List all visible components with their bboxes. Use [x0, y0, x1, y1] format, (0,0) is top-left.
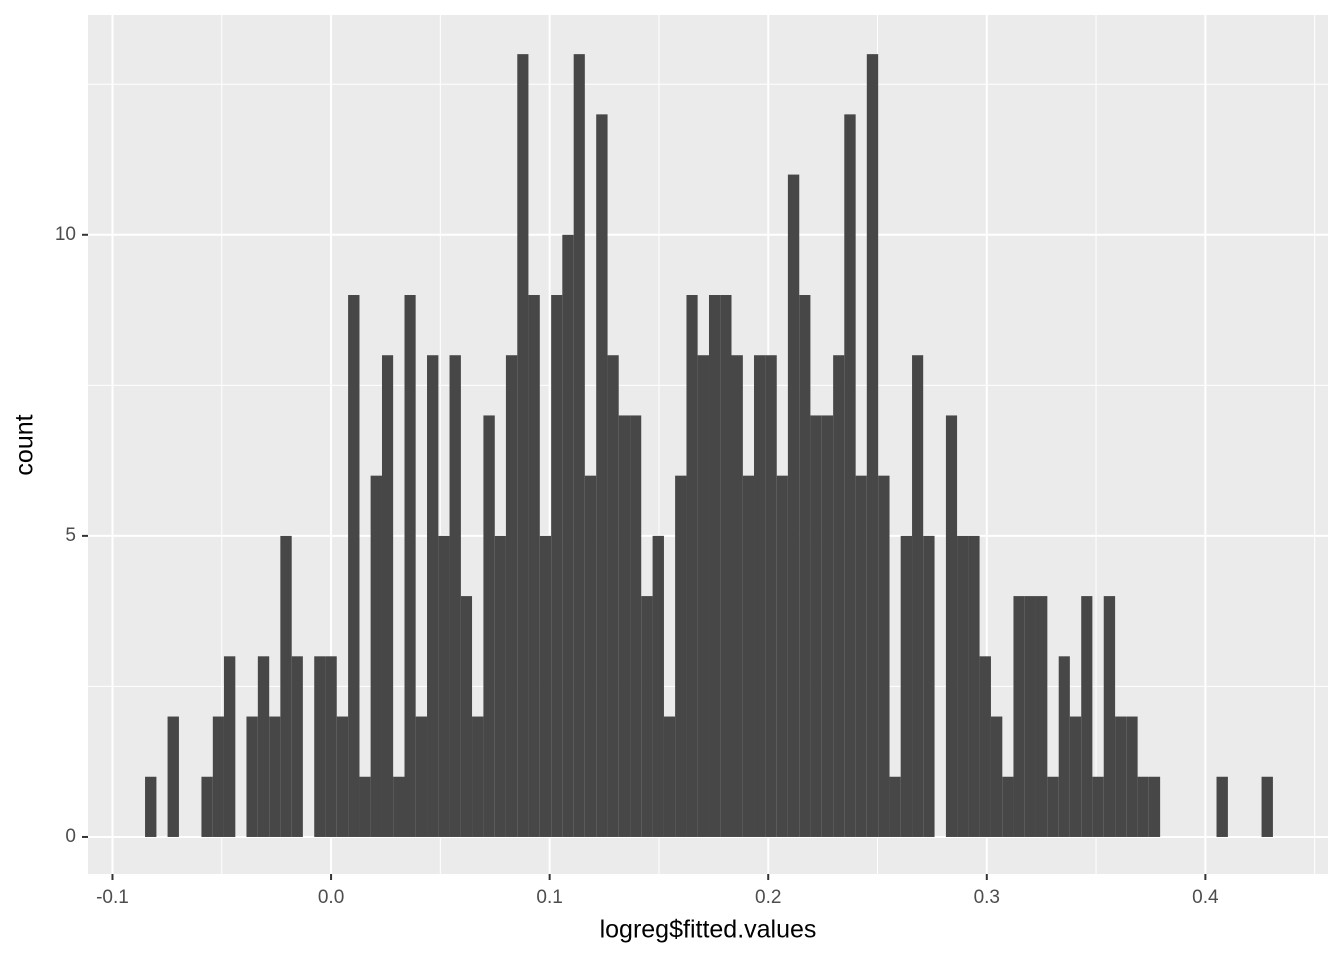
bar [912, 355, 924, 837]
bar [325, 656, 337, 837]
bar [1148, 776, 1161, 837]
bar [539, 535, 552, 837]
bar [878, 475, 890, 837]
bar [223, 656, 236, 837]
x-tick-label: 0.1 [536, 887, 562, 908]
bar [731, 355, 743, 837]
y-axis-title: count [11, 414, 39, 475]
bar [957, 535, 969, 837]
bar [1137, 776, 1149, 837]
bar [1058, 656, 1070, 837]
bar [630, 415, 642, 837]
bar [923, 535, 935, 837]
bar [675, 475, 687, 837]
bar [765, 355, 777, 837]
bar [833, 355, 845, 837]
bar [562, 234, 574, 837]
bar [528, 295, 540, 837]
bar [663, 716, 676, 837]
x-tick-label: -0.1 [96, 887, 129, 908]
bar [596, 114, 608, 837]
bar [697, 355, 709, 837]
bar [280, 535, 292, 837]
x-tick-label: 0.3 [974, 887, 1000, 908]
bar [415, 716, 428, 837]
bar [1035, 596, 1048, 837]
bar [844, 114, 856, 837]
x-tick-label: 0.0 [318, 887, 344, 908]
bar [754, 355, 766, 837]
bar [370, 475, 382, 837]
bar [686, 295, 698, 837]
bar [404, 295, 416, 837]
bar [291, 656, 303, 837]
bar [348, 295, 360, 837]
bar [1216, 776, 1228, 837]
bar [1013, 596, 1025, 837]
bar [787, 174, 800, 837]
bar [551, 295, 563, 837]
bar [359, 776, 371, 837]
bar [776, 475, 788, 837]
bar [810, 415, 822, 837]
bar [167, 716, 179, 837]
bar [212, 716, 224, 837]
bar [979, 656, 991, 837]
bar [708, 295, 721, 837]
y-tick-label: 10 [55, 224, 76, 245]
bar [990, 716, 1003, 837]
bar [145, 776, 157, 837]
bar [1115, 716, 1127, 837]
y-tick-label: 0 [65, 826, 76, 847]
bar [257, 656, 270, 837]
bar [1002, 776, 1014, 837]
y-tick-label: 5 [65, 525, 76, 546]
bar [1092, 776, 1104, 837]
bar [494, 535, 506, 837]
x-tick-label: 0.2 [755, 887, 781, 908]
bar [573, 54, 585, 837]
bar [1103, 596, 1116, 837]
bar [1261, 776, 1273, 837]
bar [742, 475, 755, 837]
bar [641, 596, 653, 837]
bar [855, 475, 867, 837]
bar [449, 355, 461, 837]
bar [866, 54, 879, 837]
bar [505, 355, 518, 837]
bar [945, 415, 958, 837]
bar [427, 355, 439, 837]
bar [1047, 776, 1059, 837]
bar [799, 295, 811, 837]
bar [607, 355, 619, 837]
bar [472, 716, 484, 837]
bar [314, 656, 326, 837]
bar [584, 475, 597, 837]
bar [246, 716, 258, 837]
bar [460, 596, 473, 837]
x-tick-label: 0.4 [1192, 887, 1219, 908]
bar [438, 535, 450, 837]
x-axis-title: logreg$fitted.values [600, 916, 817, 944]
bar [889, 776, 901, 837]
bar [1024, 596, 1036, 837]
bar [381, 355, 394, 837]
bar [201, 776, 213, 837]
bar [821, 415, 834, 837]
bar [618, 415, 631, 837]
bar [1081, 596, 1093, 837]
bar [1126, 716, 1138, 837]
bar [517, 54, 529, 837]
bar [900, 535, 913, 837]
bar [1069, 716, 1082, 837]
bar [652, 535, 664, 837]
bar [336, 716, 349, 837]
bar [483, 415, 495, 837]
bar [720, 295, 732, 837]
bar [269, 716, 281, 837]
bar [393, 776, 405, 837]
bar [968, 535, 980, 837]
